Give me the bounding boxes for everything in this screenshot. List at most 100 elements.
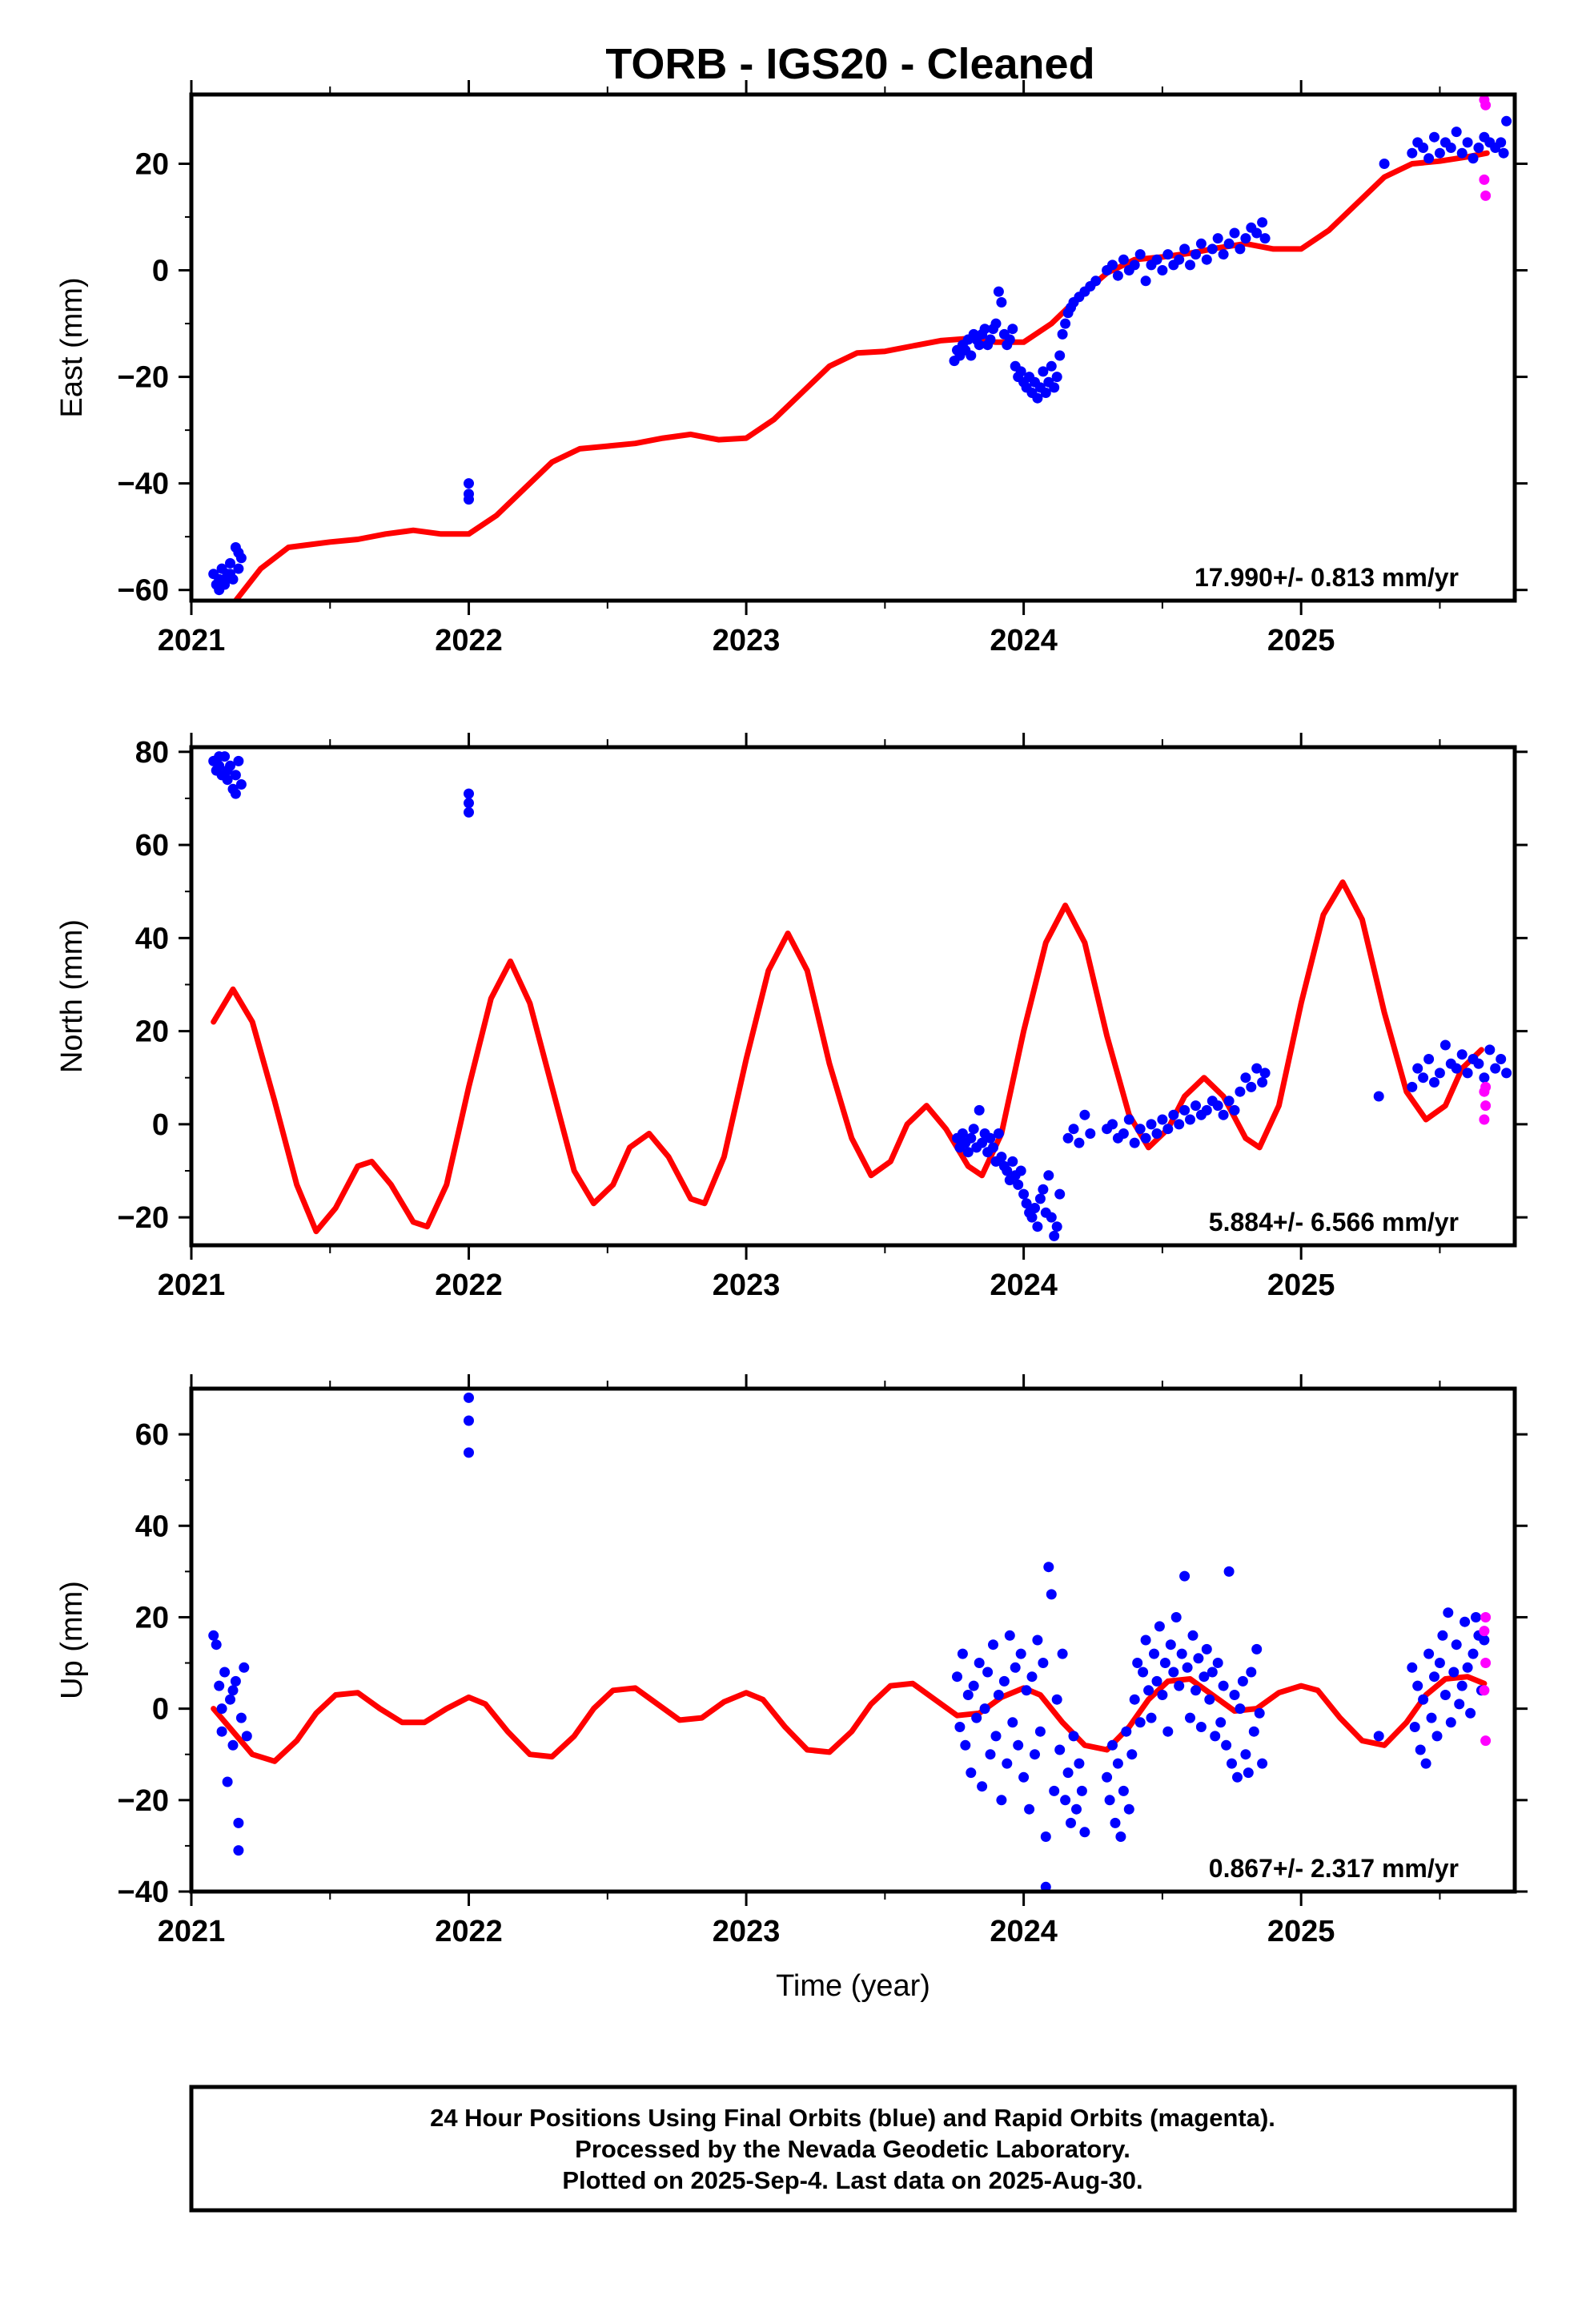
final-orbit-point (1007, 324, 1018, 335)
final-orbit-point (1418, 143, 1429, 153)
final-orbit-point (1015, 1648, 1026, 1659)
final-orbit-point (1118, 1128, 1129, 1139)
final-orbit-point (1038, 1658, 1049, 1668)
y-tick-label: 60 (135, 1418, 169, 1452)
final-orbit-point (1218, 1680, 1229, 1691)
final-orbit-point (222, 765, 233, 776)
final-orbit-point (1379, 159, 1390, 169)
final-orbit-point (1110, 1817, 1121, 1828)
final-orbit-point (1126, 1749, 1138, 1760)
final-orbit-point (1157, 1690, 1168, 1700)
final-orbit-point (1062, 1132, 1074, 1144)
final-orbit-point (235, 779, 247, 790)
x-tick-label: 2023 (713, 1915, 781, 1948)
x-tick-label: 2024 (990, 1915, 1058, 1948)
final-orbit-point (1162, 1124, 1174, 1135)
final-orbit-point (1179, 1570, 1191, 1582)
final-orbit-point (1034, 1193, 1046, 1204)
final-orbit-point (1013, 1179, 1024, 1190)
final-orbit-point (230, 1675, 241, 1687)
rapid-orbit-point (1479, 174, 1490, 185)
final-orbit-point (1107, 1119, 1118, 1130)
final-orbit-point (222, 774, 233, 786)
y-tick-label: 20 (135, 147, 169, 181)
final-orbit-point (227, 1739, 239, 1751)
y-axis-label: Up (mm) (55, 1581, 89, 1699)
final-orbit-point (1212, 233, 1223, 244)
x-tick-label: 2024 (990, 624, 1058, 657)
final-orbit-point (1112, 1758, 1123, 1769)
final-orbit-point (974, 340, 985, 351)
final-orbit-point (1018, 1771, 1030, 1783)
final-orbit-point (974, 1658, 985, 1668)
y-axis-label: East (mm) (55, 277, 89, 417)
final-orbit-point (1434, 1068, 1445, 1079)
final-orbit-point (1210, 1731, 1221, 1742)
y-tick-label: −20 (118, 361, 169, 395)
final-orbit-point (1185, 1712, 1195, 1723)
final-orbit-point (1407, 1081, 1418, 1092)
final-orbit-point (1024, 1803, 1035, 1815)
final-orbit-point (1201, 1643, 1212, 1655)
final-orbit-point (957, 1128, 968, 1139)
final-orbit-point (1227, 1758, 1237, 1769)
rapid-orbit-point (1479, 1086, 1490, 1097)
final-orbit-point (1445, 143, 1456, 153)
footer-frame (189, 2085, 1517, 2213)
final-orbit-point (1235, 1086, 1246, 1097)
final-orbit-point (1054, 350, 1066, 361)
final-orbit-point (1162, 1726, 1174, 1737)
model-fit-line (211, 1674, 1488, 1764)
final-orbit-point (962, 1690, 974, 1700)
final-orbit-point (1057, 1648, 1068, 1659)
final-orbit-point (1373, 1091, 1384, 1102)
final-orbit-point (233, 1845, 244, 1856)
final-orbit-point (1121, 1726, 1132, 1737)
final-orbit-point (1071, 1803, 1082, 1815)
final-orbit-point (1235, 1703, 1246, 1715)
final-orbit-point (1232, 1771, 1243, 1783)
final-orbit-point (1490, 1063, 1501, 1074)
final-orbit-point (1185, 259, 1195, 271)
final-orbit-point (1157, 1114, 1168, 1125)
y-tick-label: 80 (135, 736, 169, 770)
final-orbit-point (227, 1685, 239, 1696)
final-orbit-point (1068, 1731, 1079, 1742)
final-orbit-point (1068, 1124, 1079, 1135)
final-orbit-point (1079, 1827, 1090, 1838)
final-orbit-point (1498, 147, 1509, 159)
final-orbit-point (1434, 147, 1445, 159)
final-orbit-point (993, 1690, 1004, 1700)
final-orbit-point (1456, 147, 1468, 159)
final-orbit-point (1062, 1767, 1074, 1779)
x-tick-label: 2021 (158, 624, 226, 657)
y-tick-label: −40 (118, 468, 169, 501)
final-orbit-point (982, 1667, 994, 1678)
final-orbit-point (1445, 1717, 1456, 1728)
final-orbit-point (1420, 1758, 1431, 1769)
final-orbit-point (1191, 1685, 1201, 1696)
final-orbit-point (1040, 1881, 1051, 1892)
final-orbit-point (1257, 1758, 1268, 1769)
final-orbit-point (1038, 1184, 1049, 1195)
final-orbit-point (1431, 1731, 1443, 1742)
final-orbit-point (1373, 1731, 1384, 1742)
final-orbit-point (1465, 1707, 1476, 1719)
rapid-orbit-point (1480, 190, 1492, 201)
final-orbit-point (233, 755, 244, 766)
final-orbit-point (1004, 1630, 1015, 1641)
plot-data (208, 751, 1512, 1241)
final-orbit-point (1218, 1109, 1229, 1120)
final-orbit-point (1221, 1739, 1232, 1751)
y-tick-label: 40 (135, 922, 169, 955)
final-orbit-point (1034, 1726, 1046, 1737)
x-tick-label: 2022 (435, 624, 503, 657)
rapid-orbit-point (1480, 1735, 1492, 1747)
final-orbit-point (1129, 1137, 1140, 1148)
x-tick-label: 2024 (990, 1269, 1058, 1302)
final-orbit-point (1054, 1744, 1066, 1755)
final-orbit-point (1240, 233, 1251, 244)
final-orbit-point (990, 318, 1002, 329)
final-orbit-point (988, 1142, 998, 1153)
rapid-orbit-point (1479, 1626, 1490, 1637)
